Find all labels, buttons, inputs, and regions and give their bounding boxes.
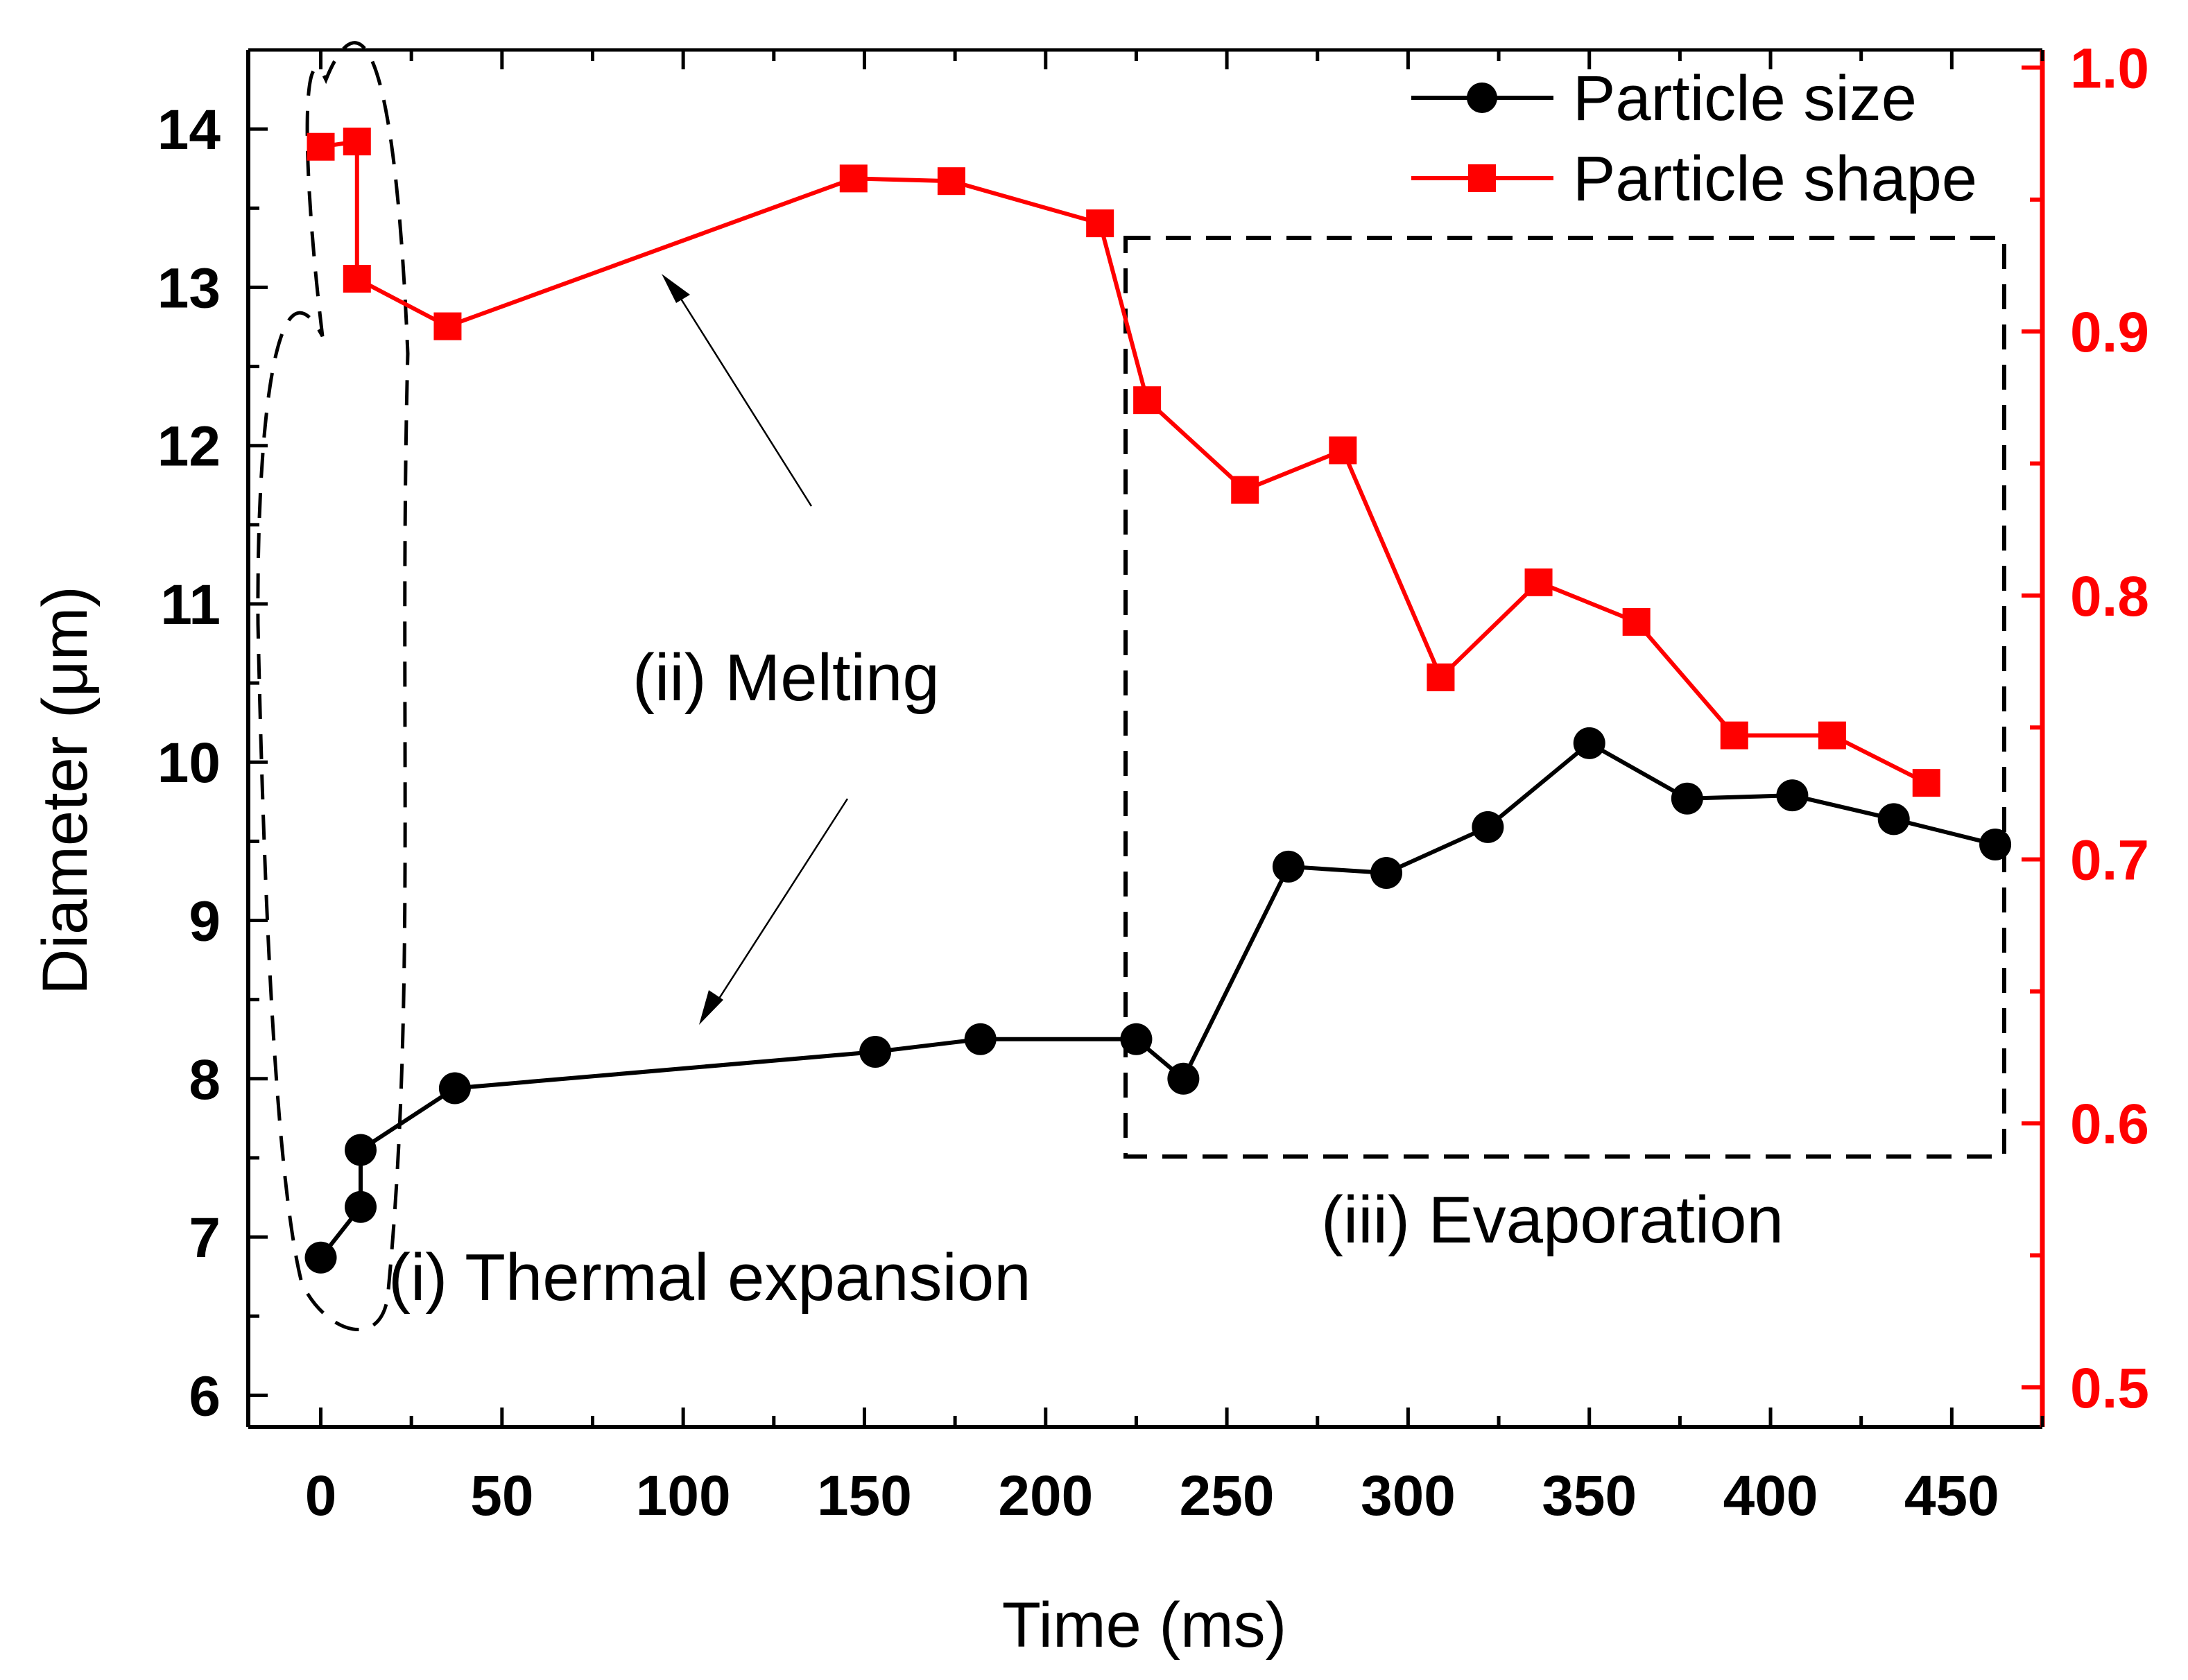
annotation-evaporation: (iii) Evaporation [1321,1183,1784,1257]
y2-tick-label: 0.5 [2070,1357,2149,1420]
particle-size-point [1877,803,1910,835]
particle-shape-point [1622,607,1651,636]
particle-shape-point [937,167,965,196]
particle-size-point [345,1190,377,1223]
x-tick-label: 450 [1904,1464,1999,1527]
particle-shape-point [839,164,868,193]
x-tick-labels: 0 50 100 150 200 250 300 350 400 450 [305,1464,1999,1527]
axes [246,48,2045,1429]
legend-label-particle-shape: Particle shape [1573,144,1977,214]
particle-size-point [964,1023,997,1055]
annotation-melting: (ii) Melting [632,641,940,715]
y-tick-label: 13 [157,257,221,320]
particle-shape-point [1912,769,1940,797]
y2-tick-label: 0.9 [2070,301,2149,364]
y2-tick-label: 0.6 [2070,1093,2149,1156]
particle-size-point [1573,727,1605,759]
x-tick-label: 150 [817,1464,912,1527]
x-tick-label: 100 [636,1464,731,1527]
particle-shape-point [1133,386,1162,415]
x-tick-label: 300 [1361,1464,1456,1527]
legend-marker-particle-size [1467,83,1497,113]
x-tick-label: 50 [470,1464,533,1527]
y2-tick-label: 1.0 [2070,37,2149,101]
particle-shape-point [1818,721,1846,750]
legend-label-particle-size: Particle size [1573,63,1917,134]
melting-arrow-down [699,798,849,1025]
x-tick-label: 200 [998,1464,1093,1527]
y-tick-label: 14 [157,98,221,162]
y-axis-title: Diameter (μm) [30,586,101,995]
particle-size-point [1979,828,2012,860]
x-tick-label: 400 [1723,1464,1818,1527]
particle-size-point [1167,1062,1200,1095]
y-tick-label: 10 [157,731,221,795]
x-tick-label: 350 [1542,1464,1637,1527]
particle-size-point [438,1072,471,1105]
particle-size-point [1370,857,1403,890]
y2-tick-label: 0.8 [2070,565,2149,628]
particle-size-point [1776,779,1809,812]
particle-shape-point [343,265,371,293]
particle-size-point [1120,1023,1153,1055]
y2-tick-labels: 0.5 0.6 0.7 0.8 0.9 1.0 [2070,37,2149,1420]
particle-size-point [1472,811,1504,843]
y-tick-label: 9 [189,890,221,953]
y-tick-label: 8 [189,1048,221,1111]
y-tick-label: 11 [160,573,221,637]
legend-marker-particle-shape [1468,164,1496,192]
particle-shape-point [343,128,371,156]
particle-shape-point [1086,209,1114,238]
particle-size-point [1272,850,1304,883]
particle-shape-point [1427,663,1455,691]
thermal-expansion-region [256,41,410,1331]
particle-shape-line [320,139,1928,785]
particle-size-line [319,741,1996,1259]
legend: Particle size Particle shape [1411,63,1977,214]
y-tick-labels: 6 7 8 9 10 11 12 13 14 [157,98,221,1428]
annotation-thermal-expansion: (i) Thermal expansion [388,1240,1031,1315]
particle-size-point [345,1134,377,1166]
y-tick-label: 7 [189,1206,221,1270]
x-axis-title: Time (ms) [1002,1590,1287,1661]
particle-shape-point [433,312,462,340]
particle-shape-point [1231,476,1259,504]
evaporation-region [1123,236,2006,1159]
y-tick-label: 6 [189,1365,221,1428]
y-tick-label: 12 [157,415,221,478]
particle-shape-point [1720,721,1748,750]
particle-size-point [859,1035,892,1068]
melting-arrow-up [662,274,813,507]
particle-shape-point [307,132,335,161]
series-particle-shape [307,128,1940,797]
particle-size-point [304,1241,337,1274]
x-tick-label: 250 [1180,1464,1275,1527]
particle-size-point [1671,782,1703,815]
y2-tick-label: 0.7 [2070,829,2149,892]
series-particle-size [304,727,2012,1274]
particle-shape-point [1524,568,1553,596]
x-tick-label: 0 [305,1464,337,1527]
particle-shape-point [1329,436,1357,465]
